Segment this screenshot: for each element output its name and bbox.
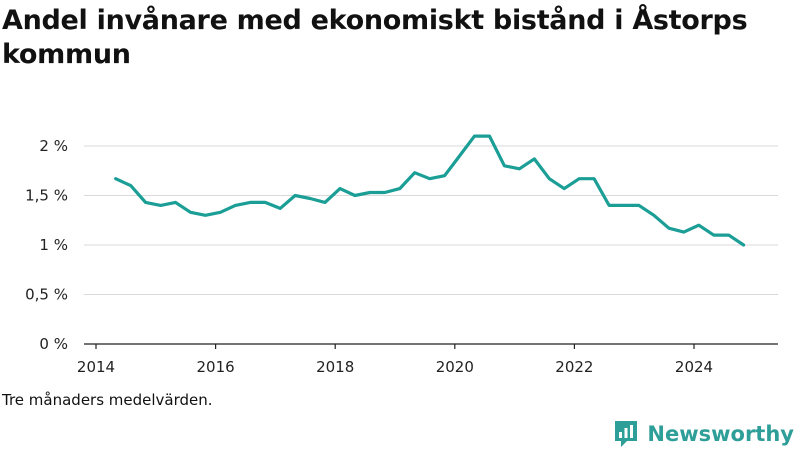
x-tick-label: 2020 [436, 358, 474, 376]
x-axis: 2014 2016 2018 2020 2022 2024 [77, 343, 778, 376]
brand-name: Newsworthy [647, 422, 794, 446]
x-tick-label: 2018 [316, 358, 354, 376]
y-tick-label: 0,5 % [25, 286, 68, 304]
y-tick-label: 2 % [39, 137, 68, 155]
x-tick-label: 2016 [197, 358, 235, 376]
gridlines [84, 145, 778, 295]
page-title: Andel invånare med ekonomiskt bistånd i … [2, 5, 748, 70]
footnote: Tre månaders medelvärden. [2, 391, 213, 409]
x-tick-label: 2022 [555, 358, 593, 376]
newsworthy-logo-icon [615, 421, 638, 447]
series-lines [114, 134, 746, 247]
y-axis-ticks: 0 % 0,5 % 1 % 1,5 % 2 % [25, 137, 68, 353]
series-line [114, 134, 746, 247]
brand[interactable]: Newsworthy [613, 418, 794, 450]
x-tick-label: 2024 [675, 358, 713, 376]
y-tick-label: 1 % [39, 236, 68, 254]
y-tick-label: 0 % [39, 335, 68, 353]
x-tick-label: 2014 [77, 358, 115, 376]
y-tick-label: 1,5 % [25, 187, 68, 205]
